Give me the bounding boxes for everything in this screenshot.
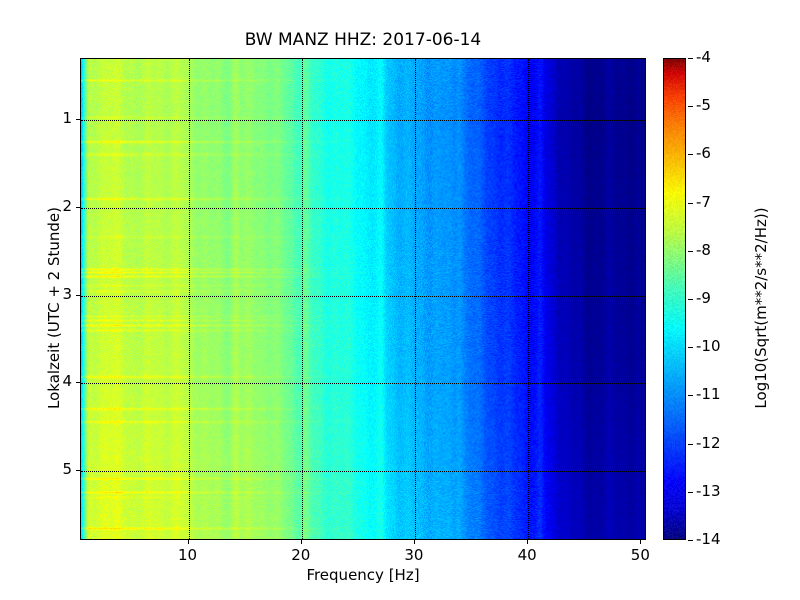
- x-tick-mark: [527, 540, 529, 544]
- colorbar-texture: [664, 59, 685, 539]
- x-tick-mark: [640, 540, 642, 544]
- colorbar-tick-mark: [688, 395, 693, 397]
- x-tick-mark: [300, 540, 302, 544]
- y-tick-label: 4: [62, 372, 72, 391]
- y-tick-label: 1: [62, 109, 72, 128]
- colorbar-tick-label: -14: [696, 530, 721, 548]
- colorbar-tick-label: -4: [696, 48, 711, 66]
- x-tick-label: 20: [291, 546, 311, 564]
- colorbar-tick-mark: [688, 58, 693, 59]
- colorbar-tick-label: -6: [696, 144, 711, 163]
- colorbar-tick-label: -8: [696, 240, 711, 259]
- colorbar-tick-mark: [688, 540, 693, 541]
- colorbar-tick-mark: [688, 106, 693, 108]
- x-axis-label: Frequency [Hz]: [306, 566, 420, 584]
- x-tick-label: 10: [177, 546, 198, 564]
- colorbar-tick-label: -10: [696, 337, 721, 356]
- y-tick-mark: [76, 206, 80, 208]
- colorbar-tick-mark: [688, 299, 693, 300]
- colorbar-label: Log10(Sqrt(m**2/s**2/Hz)): [752, 207, 770, 409]
- x-tick-label: 40: [517, 546, 537, 564]
- colorbar-tick-label: -7: [696, 192, 711, 211]
- x-tick-label: 30: [404, 546, 424, 564]
- colorbar-tick-label: -9: [696, 289, 711, 307]
- colorbar[interactable]: [663, 58, 686, 540]
- colorbar-tick-label: -5: [696, 96, 711, 115]
- y-tick-mark: [76, 469, 80, 471]
- spectrogram-plot-area[interactable]: [80, 58, 646, 540]
- colorbar-tick-mark: [688, 347, 693, 349]
- colorbar-tick-mark: [688, 443, 693, 445]
- y-tick-label: 5: [62, 459, 72, 478]
- colorbar-tick-mark: [688, 491, 693, 493]
- colorbar-tick-mark: [688, 250, 693, 252]
- spectrogram-image: [81, 59, 645, 539]
- y-tick-mark: [76, 294, 80, 296]
- y-tick-label: 2: [62, 196, 72, 215]
- colorbar-tick-mark: [688, 202, 693, 204]
- colorbar-tick-label: -12: [696, 433, 721, 452]
- x-tick-mark: [413, 540, 415, 544]
- page-title: BW MANZ HHZ: 2017-06-14: [244, 30, 482, 50]
- y-tick-mark: [76, 119, 80, 121]
- colorbar-tick-mark: [688, 154, 693, 156]
- x-tick-mark: [187, 540, 189, 544]
- colorbar-tick-label: -13: [696, 481, 721, 500]
- colorbar-tick-label: -11: [696, 385, 721, 404]
- y-tick-mark: [76, 382, 80, 384]
- x-tick-label: 50: [630, 546, 650, 564]
- y-axis-label: Lokalzeit (UTC + 2 Stunde): [45, 207, 63, 409]
- y-tick-label: 3: [62, 284, 72, 303]
